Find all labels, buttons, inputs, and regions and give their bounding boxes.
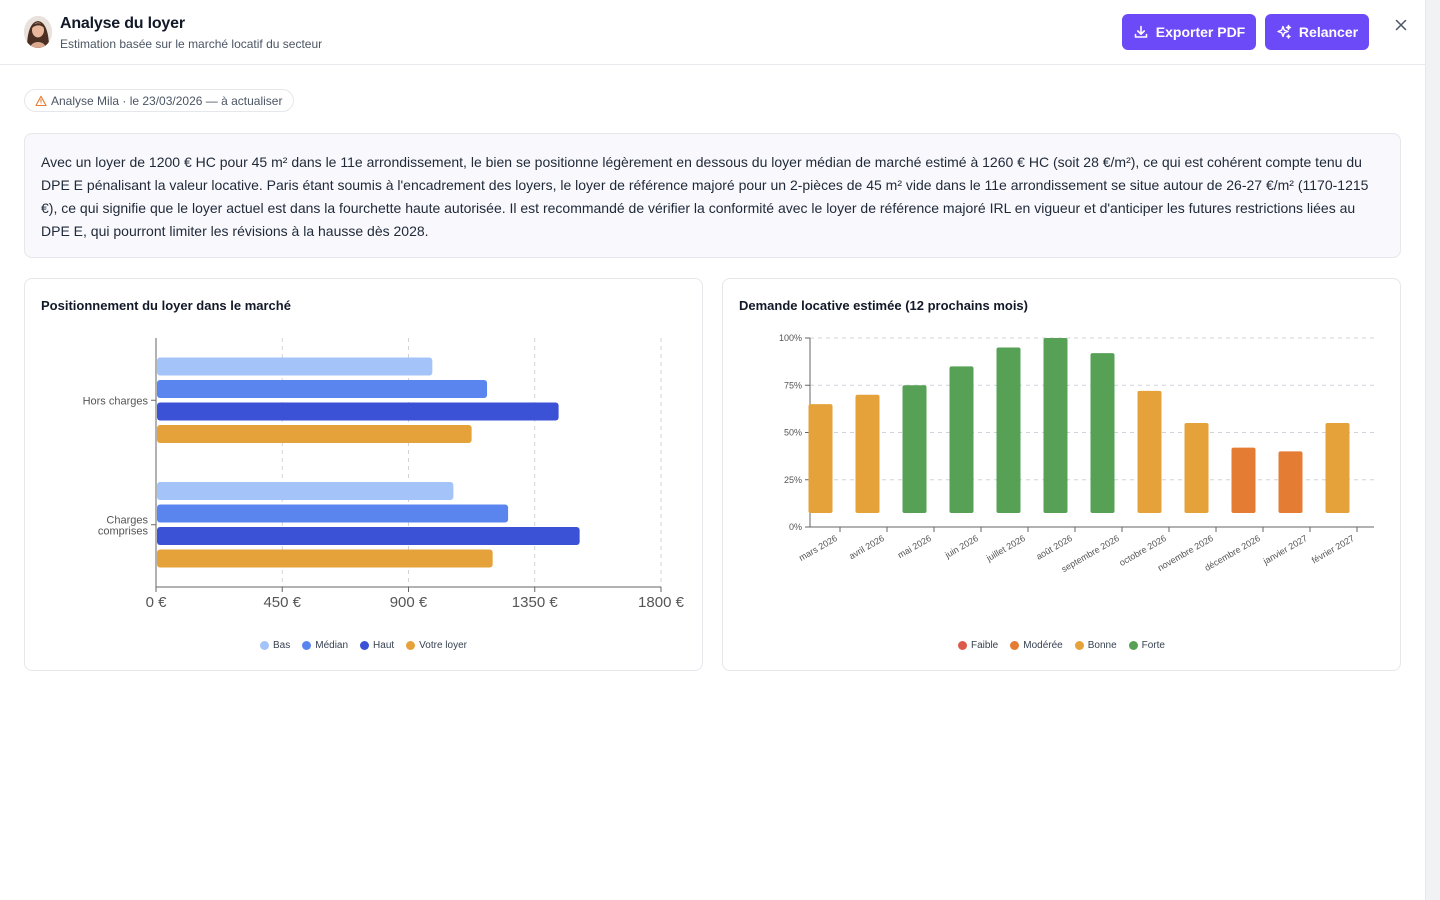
x-tick-label: 450 €	[263, 594, 301, 611]
legend-label: Bonne	[1087, 640, 1117, 651]
bar	[157, 549, 493, 568]
bar	[157, 425, 472, 443]
y-tick-label: 50%	[784, 428, 802, 438]
rental-demand-chart: 0% 25% 50% 75% 100% mars 2026 avril 2026 mai 20…	[779, 333, 1374, 574]
x-tick-label: 900 €	[390, 594, 428, 611]
bar	[1278, 451, 1303, 513]
close-icon	[1395, 19, 1407, 31]
x-tick-label: août 2026	[1034, 533, 1074, 562]
legend-swatch	[1010, 641, 1020, 650]
x-tick-label: 0 €	[146, 594, 168, 611]
y-tick-label: 25%	[784, 475, 802, 485]
y-tick-label: 100%	[779, 333, 802, 343]
analysis-summary: Avec un loyer de 1200 € HC pour 45 m² da…	[24, 133, 1401, 258]
legend-swatch	[1074, 641, 1084, 650]
x-tick-label: janvier 2027	[1261, 533, 1309, 567]
bar	[157, 527, 580, 545]
page-subtitle: Estimation basée sur le marché locatif d…	[60, 37, 323, 51]
chart-title: Demande locative estimée (12 prochains m…	[739, 298, 1028, 313]
y-tick-label: 75%	[784, 380, 802, 390]
bar	[157, 357, 433, 376]
legend-label: Faible	[971, 640, 999, 651]
rental-demand-chart-card: Demande locative estimée (12 prochains m…	[722, 278, 1401, 671]
status-badge-text: Analyse Mila · le 23/03/2026 — à actuali…	[51, 93, 283, 108]
y-tick-label: comprises	[98, 525, 149, 537]
bar	[996, 347, 1021, 513]
legend-swatch	[260, 641, 269, 650]
legend-item[interactable]: Bas	[260, 640, 290, 651]
bar	[808, 404, 833, 513]
legend-item[interactable]: Médian	[302, 640, 348, 651]
legend-label: Haut	[373, 640, 395, 651]
status-badge: Analyse Mila · le 23/03/2026 — à actuali…	[24, 89, 295, 112]
sparkles-icon	[1277, 24, 1292, 39]
relaunch-button[interactable]: Relancer	[1265, 14, 1369, 50]
x-tick-label: mars 2026	[797, 533, 839, 563]
y-tick-label: Charges	[106, 514, 148, 526]
chart-legend: Faible Modérée Bonne Forte	[723, 640, 1400, 651]
legend-swatch	[958, 641, 967, 650]
legend-item[interactable]: Forte	[1128, 640, 1165, 651]
rent-position-chart: 0 € 450 € 900 € 1350 € 1800 € Hors charges Cha…	[83, 338, 685, 611]
x-tick-label: mai 2026	[896, 533, 933, 560]
avatar	[24, 16, 52, 48]
modal-header: Analyse du loyer Estimation basée sur le…	[0, 0, 1426, 65]
legend-swatch	[302, 641, 312, 650]
legend-label: Forte	[1141, 640, 1165, 651]
rent-position-chart-card: Positionnement du loyer dans le marché 0…	[24, 278, 703, 671]
bar	[1231, 447, 1256, 513]
legend-swatch	[360, 641, 370, 650]
legend-item[interactable]: Modérée	[1010, 640, 1063, 651]
x-tick-label: avril 2026	[847, 533, 886, 561]
x-tick-label: 1800 €	[638, 594, 685, 611]
bar	[1184, 423, 1209, 513]
bar	[157, 482, 454, 500]
bar	[1325, 423, 1350, 513]
legend-swatch	[1128, 641, 1138, 650]
page-title: Analyse du loyer	[60, 15, 185, 32]
bar	[157, 380, 488, 398]
bar	[1137, 390, 1162, 513]
bar	[855, 394, 880, 513]
bar	[157, 402, 559, 421]
export-pdf-button[interactable]: Exporter PDF	[1122, 14, 1256, 50]
close-button[interactable]	[1391, 15, 1411, 35]
bar	[1043, 338, 1068, 513]
chart-legend: Bas Médian Haut Votre loyer	[25, 640, 702, 651]
relaunch-label: Relancer	[1298, 24, 1359, 40]
x-tick-label: 1350 €	[512, 594, 559, 611]
warning-icon	[35, 95, 47, 106]
x-tick-label: février 2027	[1310, 533, 1356, 565]
bar	[157, 504, 509, 523]
y-tick-label: 0%	[789, 522, 802, 532]
export-pdf-label: Exporter PDF	[1155, 24, 1246, 40]
bar	[1090, 353, 1115, 513]
x-tick-label: juillet 2026	[984, 533, 1027, 564]
bar	[949, 366, 974, 513]
chart-title: Positionnement du loyer dans le marché	[41, 298, 291, 313]
legend-item[interactable]: Votre loyer	[406, 640, 467, 651]
legend-label: Votre loyer	[419, 640, 467, 651]
legend-item[interactable]: Bonne	[1074, 640, 1117, 651]
legend-item[interactable]: Haut	[360, 640, 394, 651]
legend-label: Modérée	[1023, 640, 1063, 651]
legend-label: Médian	[315, 640, 349, 651]
bar	[902, 385, 927, 513]
legend-item[interactable]: Faible	[958, 640, 998, 651]
legend-swatch	[406, 641, 416, 650]
download-icon	[1134, 25, 1148, 38]
y-tick-label: Hors charges	[83, 395, 149, 407]
legend-label: Bas	[273, 640, 291, 651]
x-tick-label: juin 2026	[942, 533, 980, 560]
